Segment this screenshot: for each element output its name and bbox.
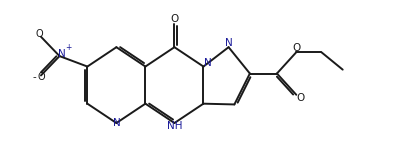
Text: O: O	[292, 43, 300, 53]
Text: O: O	[170, 14, 179, 24]
Text: O: O	[35, 29, 43, 39]
Text: N: N	[225, 37, 233, 47]
Text: -: -	[32, 72, 36, 82]
Text: NH: NH	[167, 121, 182, 131]
Text: N: N	[58, 49, 65, 59]
Text: O: O	[38, 72, 46, 82]
Text: N: N	[112, 118, 120, 128]
Text: N: N	[204, 58, 212, 68]
Text: O: O	[297, 93, 305, 103]
Text: +: +	[65, 43, 71, 52]
